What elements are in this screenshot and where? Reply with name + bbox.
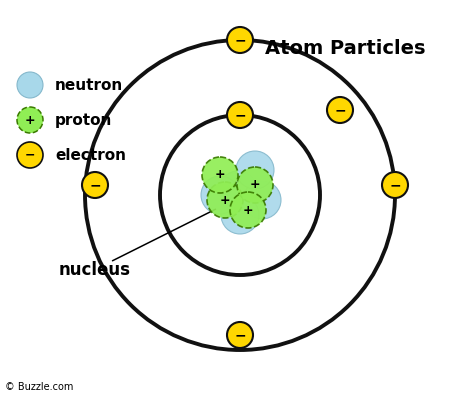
Circle shape xyxy=(237,167,273,203)
Circle shape xyxy=(382,172,408,198)
Circle shape xyxy=(17,142,43,168)
Circle shape xyxy=(202,157,238,193)
Circle shape xyxy=(227,27,253,53)
Circle shape xyxy=(201,176,239,214)
Text: nucleus: nucleus xyxy=(59,261,131,279)
Text: © Buzzle.com: © Buzzle.com xyxy=(5,382,73,392)
Text: +: + xyxy=(215,168,225,182)
Circle shape xyxy=(327,97,353,123)
Text: electron: electron xyxy=(55,148,126,162)
Text: +: + xyxy=(220,194,230,206)
Text: −: − xyxy=(389,178,401,192)
Text: +: + xyxy=(250,178,260,192)
Text: −: − xyxy=(234,328,246,342)
Circle shape xyxy=(227,102,253,128)
Circle shape xyxy=(221,196,259,234)
Text: Atom Particles: Atom Particles xyxy=(265,38,425,58)
Text: neutron: neutron xyxy=(55,78,123,92)
Circle shape xyxy=(236,151,274,189)
Circle shape xyxy=(17,107,43,133)
Text: −: − xyxy=(89,178,101,192)
Text: −: − xyxy=(25,148,35,162)
Circle shape xyxy=(230,192,266,228)
Text: −: − xyxy=(234,33,246,47)
Circle shape xyxy=(227,322,253,348)
Circle shape xyxy=(17,72,43,98)
Text: −: − xyxy=(334,103,346,117)
Text: proton: proton xyxy=(55,112,112,128)
Circle shape xyxy=(243,181,281,219)
Text: +: + xyxy=(243,204,253,216)
Circle shape xyxy=(82,172,108,198)
Text: +: + xyxy=(25,114,35,126)
Text: −: − xyxy=(234,108,246,122)
Circle shape xyxy=(219,171,257,209)
Circle shape xyxy=(207,182,243,218)
